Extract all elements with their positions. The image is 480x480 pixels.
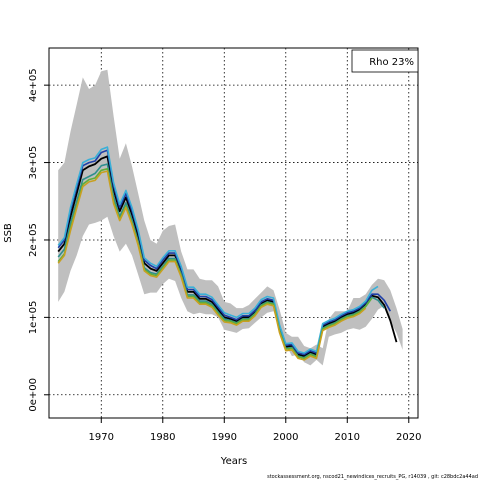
x-tick-label: 1970 [89,432,114,443]
x-tick-label: 2020 [396,432,421,443]
series-line-1 [57,155,398,358]
y-tick-label: 2e+05 [28,223,39,257]
x-tick-label: 1990 [212,432,237,443]
confidence-band [58,69,403,366]
confidence-band-layer [58,69,403,366]
series-line-2 [57,149,391,356]
y-tick-label: 3e+05 [28,146,39,180]
legend-frame [351,49,419,73]
y-axis-ticks: 0e+00 1e+05 2e+05 3e+05 4e+05 [28,68,49,412]
series-line-6 [57,170,367,361]
footer-note: stockassessment.org, nscod21_newindices_… [267,474,478,480]
x-tick-label: 2010 [335,432,360,443]
legend-box: Rho 23% [351,49,419,73]
plot-frame [48,47,419,419]
x-tick-label: 1980 [150,432,175,443]
x-axis-ticks: 1970 1980 1990 2000 2010 2020 [89,418,422,443]
y-axis-title: SSB [3,223,14,243]
y-tick-label: 1e+05 [28,301,39,335]
series-layer [57,146,398,361]
x-tick-label: 2000 [273,432,298,443]
y-tick-label: 0e+00 [28,378,39,412]
y-tick-label: 4e+05 [28,68,39,102]
axes [48,47,419,419]
rho-annotation: Rho 23% [369,57,414,68]
x-axis-title: Years [220,456,247,467]
series-line-3 [57,146,379,354]
